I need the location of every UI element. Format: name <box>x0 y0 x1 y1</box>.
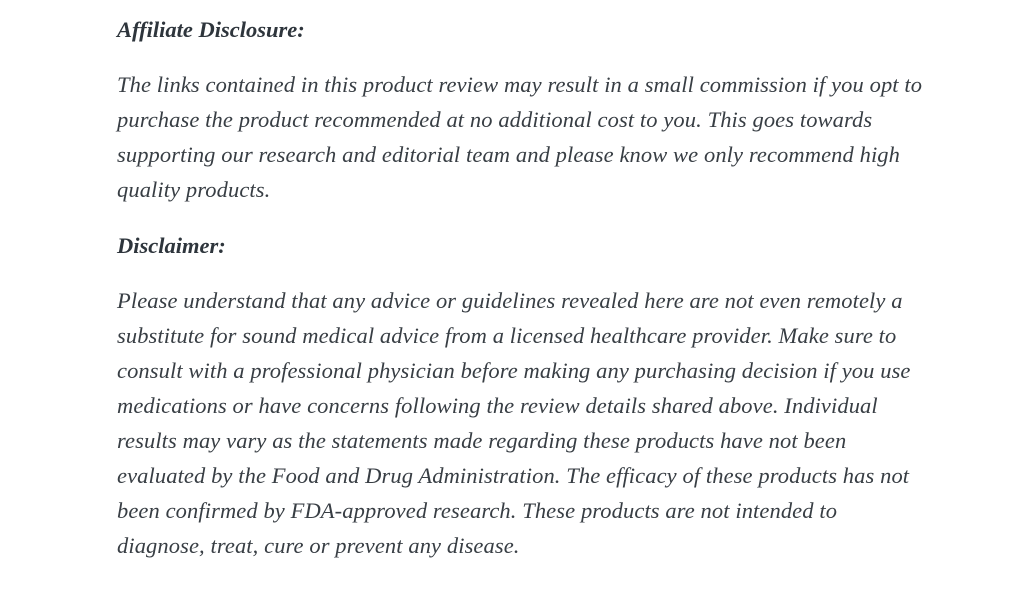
affiliate-disclosure-paragraph: The links contained in this product revi… <box>117 72 923 202</box>
article-content: Affiliate Disclosure: The links containe… <box>117 12 923 584</box>
disclaimer-paragraph: Please understand that any advice or gui… <box>117 288 911 558</box>
affiliate-disclosure-heading: Affiliate Disclosure: <box>117 17 305 42</box>
disclaimer-heading: Disclaimer: <box>117 233 226 258</box>
